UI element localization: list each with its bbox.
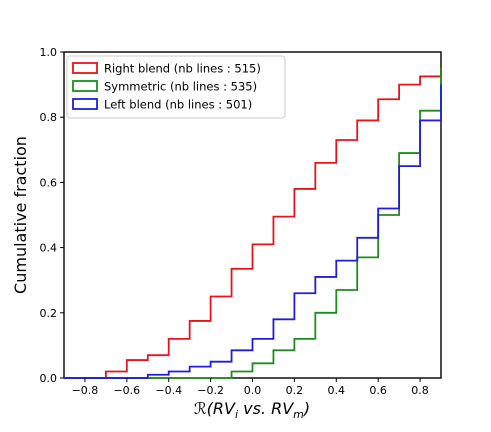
series-line-3 [64,84,442,379]
series-line-1 [64,68,442,379]
series-line-2 [64,68,442,379]
x-label-close: ) [303,399,310,418]
x-tick-label: 0.2 [286,384,304,397]
x-tick-label: 0.6 [369,384,387,397]
x-label-sub-i: i [235,408,238,421]
x-label-mid: vs. RV [238,399,294,418]
x-label-script: ℛ [194,399,207,418]
legend-frame [66,55,286,119]
x-label-sub-m: m [293,408,304,421]
legend-swatch-1 [72,62,98,74]
x-tick-label: −0.6 [113,384,140,397]
legend-label-1: Right blend (nb lines : 515) [104,62,261,76]
y-axis-label: Cumulative fraction [11,136,30,294]
legend-swatch-3 [72,98,98,110]
x-tick-label: 0.8 [411,384,429,397]
legend-entries: Right blend (nb lines : 515) Symmetric (n… [72,62,261,112]
x-tick-label: 0.0 [244,384,262,397]
y-tick-label: 0.4 [40,242,58,255]
y-tick-label: 0.8 [40,111,58,124]
x-tick-label: 0.4 [328,384,346,397]
y-tick-label: 0.6 [40,176,58,189]
legend-label-2: Symmetric (nb lines : 535) [104,80,257,94]
legend: Right blend (nb lines : 515) Symmetric (n… [66,55,286,119]
x-label-open: (RV [207,399,236,418]
legend-label-3: Left blend (nb lines : 501) [104,98,252,112]
series-layer [64,68,442,379]
x-tick-label: −0.2 [197,384,224,397]
y-tick-label: 0.2 [40,307,58,320]
y-tick-label: 0.0 [40,372,58,385]
y-axis-ticks: 0.0 0.2 0.4 0.6 0.8 1.0 [40,46,64,385]
x-axis-ticks: −0.8 −0.6 −0.4 −0.2 0.0 0.2 0.4 0.6 0.8 [72,378,429,397]
x-axis-label: ℛ(RVi vs. RVm) [194,399,310,421]
y-tick-label: 1.0 [40,46,58,59]
legend-swatch-2 [72,80,98,92]
x-tick-label: −0.8 [72,384,99,397]
x-tick-label: −0.4 [155,384,182,397]
